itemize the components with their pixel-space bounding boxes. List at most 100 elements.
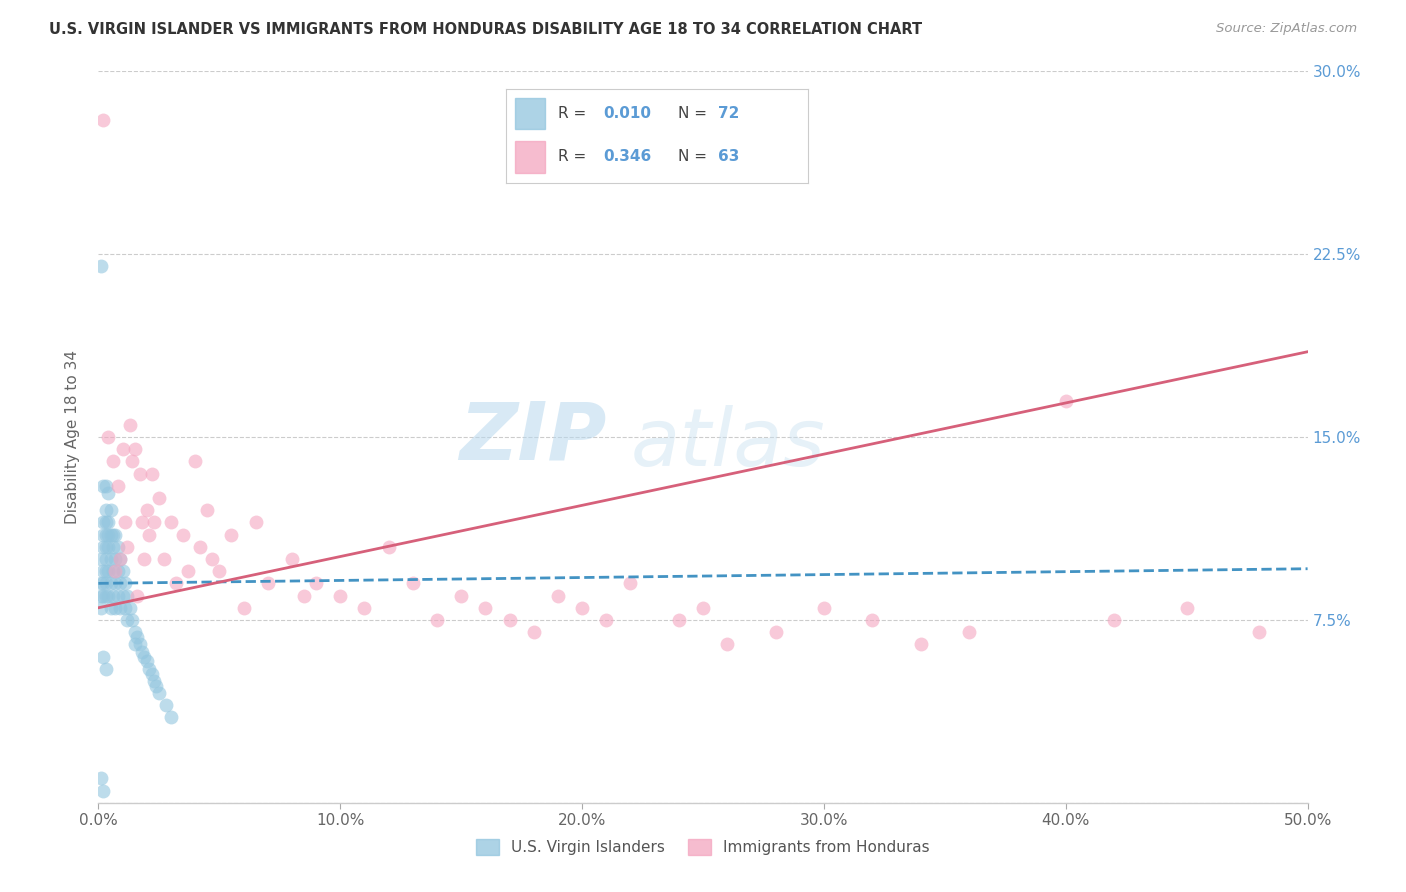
Text: R =: R =: [558, 149, 591, 164]
Point: [90, 589, 112, 603]
Point: [450, 589, 472, 603]
Point: [91, 527, 114, 541]
Point: [143, 516, 166, 530]
Point: [91, 783, 114, 797]
Point: [141, 467, 163, 481]
Point: [97, 589, 120, 603]
Point: [91, 540, 114, 554]
Point: [104, 564, 127, 578]
Point: [101, 454, 124, 468]
Point: [117, 540, 139, 554]
Point: [131, 516, 153, 530]
Point: [329, 589, 352, 603]
Point: [90, 576, 112, 591]
Text: 63: 63: [717, 149, 740, 164]
Point: [107, 589, 129, 603]
Point: [128, 467, 150, 481]
Point: [232, 600, 254, 615]
Point: [141, 666, 163, 681]
Point: [107, 479, 129, 493]
Point: [107, 540, 129, 554]
Point: [94, 479, 117, 493]
Point: [402, 576, 425, 591]
Point: [256, 576, 278, 591]
Point: [124, 442, 146, 457]
Point: [245, 516, 267, 530]
Point: [100, 527, 122, 541]
Point: [111, 564, 134, 578]
Point: [127, 589, 149, 603]
Point: [172, 527, 194, 541]
Point: [108, 600, 131, 615]
Point: [94, 552, 117, 566]
Point: [91, 576, 114, 591]
Point: [523, 625, 546, 640]
Point: [571, 600, 593, 615]
Point: [692, 600, 714, 615]
Point: [91, 589, 114, 603]
Point: [595, 613, 617, 627]
Point: [377, 540, 399, 554]
Point: [619, 576, 641, 591]
Point: [127, 630, 149, 644]
Point: [813, 600, 835, 615]
Point: [94, 576, 117, 591]
Y-axis label: Disability Age 18 to 34: Disability Age 18 to 34: [65, 350, 80, 524]
Point: [201, 552, 224, 566]
Point: [134, 552, 156, 566]
Point: [1102, 613, 1125, 627]
Text: N =: N =: [679, 149, 713, 164]
Point: [104, 576, 127, 591]
Point: [221, 527, 243, 541]
Point: [1249, 625, 1271, 640]
Point: [160, 516, 183, 530]
Point: [118, 600, 141, 615]
Point: [94, 564, 117, 578]
Point: [195, 503, 218, 517]
Point: [101, 540, 124, 554]
Text: 72: 72: [717, 106, 740, 121]
Point: [97, 564, 120, 578]
Point: [155, 698, 177, 713]
Point: [165, 576, 187, 591]
Point: [765, 625, 787, 640]
Point: [184, 454, 207, 468]
Point: [90, 552, 112, 566]
Point: [135, 654, 157, 668]
Point: [108, 552, 131, 566]
Point: [117, 613, 139, 627]
Point: [716, 637, 738, 651]
Point: [97, 516, 120, 530]
Point: [426, 613, 449, 627]
Point: [292, 589, 315, 603]
Point: [97, 486, 120, 500]
Point: [91, 516, 114, 530]
Point: [117, 589, 139, 603]
Point: [100, 600, 122, 615]
Point: [97, 540, 120, 554]
Point: [94, 527, 117, 541]
Point: [143, 673, 166, 688]
Text: 0.346: 0.346: [603, 149, 651, 164]
Point: [152, 552, 174, 566]
Point: [107, 564, 129, 578]
Point: [108, 576, 131, 591]
Point: [94, 662, 117, 676]
Point: [94, 589, 117, 603]
Point: [104, 600, 127, 615]
Point: [1175, 600, 1198, 615]
Point: [104, 552, 127, 566]
Point: [94, 503, 117, 517]
Point: [90, 600, 112, 615]
Text: U.S. VIRGIN ISLANDER VS IMMIGRANTS FROM HONDURAS DISABILITY AGE 18 TO 34 CORRELA: U.S. VIRGIN ISLANDER VS IMMIGRANTS FROM …: [49, 22, 922, 37]
Point: [148, 491, 170, 505]
Point: [860, 613, 883, 627]
Point: [97, 527, 120, 541]
Point: [668, 613, 690, 627]
Point: [474, 600, 496, 615]
Text: ZIP: ZIP: [458, 398, 606, 476]
Point: [114, 516, 136, 530]
Bar: [515, 97, 546, 129]
Point: [114, 576, 136, 591]
Point: [111, 589, 134, 603]
